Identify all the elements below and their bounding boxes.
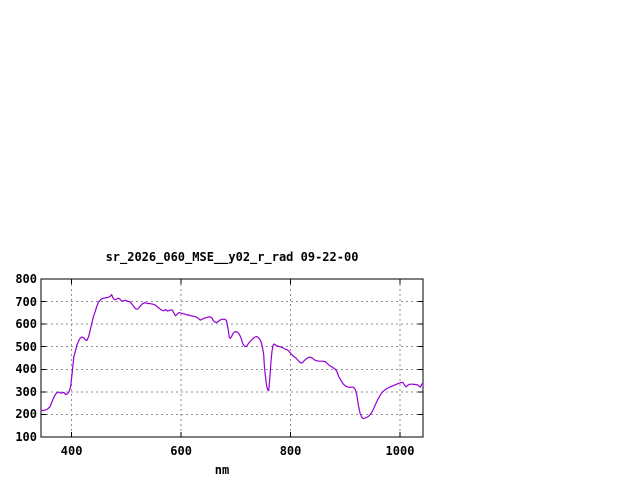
x-tick-label: 800 [279, 444, 302, 458]
y-tick-label: 700 [15, 294, 37, 309]
chart-title: sr_2026_060_MSE__y02_r_rad 09-22-00 [105, 250, 359, 264]
x-tick-label: 400 [60, 444, 83, 458]
x-axis-label: nm [214, 463, 230, 477]
x-tick-label: 1000 [385, 444, 415, 458]
spectrum-curve [40, 294, 424, 420]
y-tick-label: 300 [15, 384, 37, 399]
y-tick-label: 400 [15, 362, 37, 377]
y-tick-label: 600 [15, 317, 37, 332]
y-tick-label: 500 [15, 339, 37, 354]
x-tick-label: 600 [170, 444, 192, 458]
y-tick-label: 800 [15, 272, 37, 286]
y-tick-label: 200 [15, 407, 37, 422]
plot-border [40, 278, 424, 438]
y-tick-label: 100 [15, 430, 37, 444]
